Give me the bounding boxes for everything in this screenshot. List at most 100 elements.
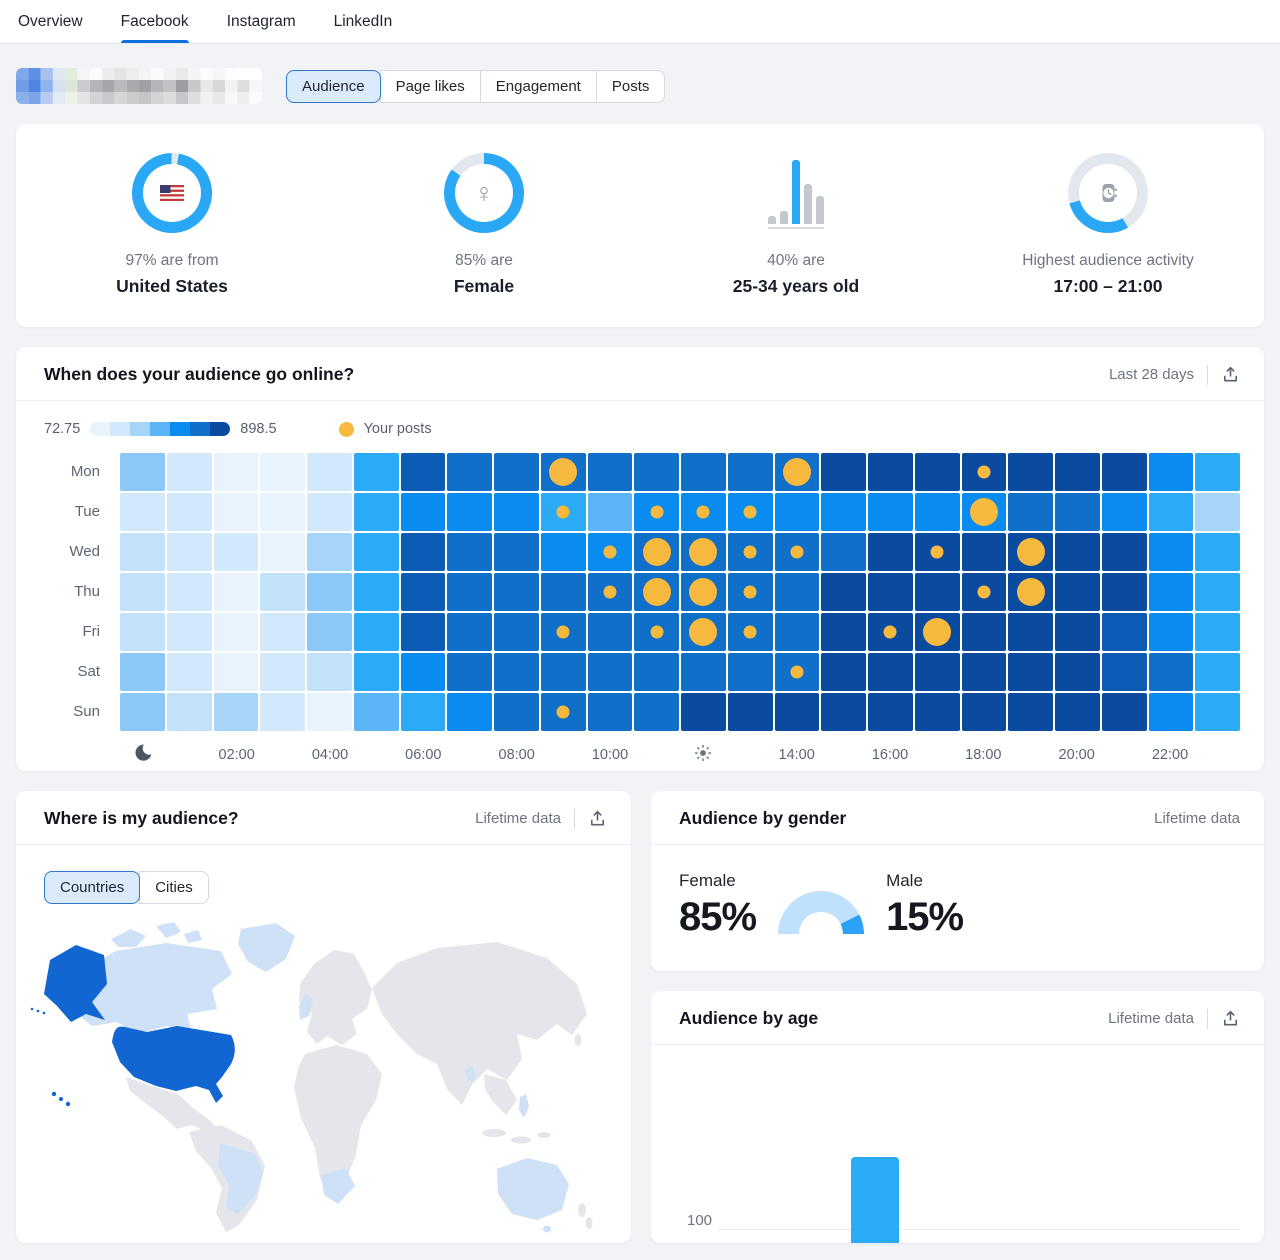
heatmap-cell-mon-14h	[774, 453, 820, 491]
heatmap-cell-wed-09h	[540, 533, 586, 571]
gender-donut-chart: ♀	[444, 153, 524, 233]
tab-posts[interactable]: Posts	[595, 69, 666, 103]
map-usa	[112, 1026, 235, 1103]
map-alaska	[44, 945, 107, 1022]
heatmap-cell-thu-22h	[1148, 573, 1194, 611]
female-symbol-icon: ♀	[473, 177, 495, 208]
heatmap-cell-fri-04h	[307, 613, 352, 651]
heatmap-cell-fri-19h	[1008, 613, 1053, 651]
heatmap-cell-sat-01h	[166, 653, 212, 691]
heatmap-cell-sat-04h	[307, 653, 352, 691]
heatmap-cell-sun-06h	[400, 693, 446, 731]
heatmap-cell-mon-06h	[400, 453, 446, 491]
heatmap-cell-tue-14h	[774, 493, 820, 531]
heatmap-cell-tue-13h	[727, 493, 773, 531]
heatmap-row-label-fri: Fri	[82, 623, 101, 640]
heatmap-row-label-sun: Sun	[73, 703, 100, 720]
your-post-dot	[782, 458, 811, 486]
heatmap-cell-wed-19h	[1008, 533, 1053, 571]
heatmap-cell-mon-16h	[868, 453, 913, 491]
heatmap-cell-thu-06h	[400, 573, 446, 611]
heatmap-cell-sun-00h	[120, 693, 165, 731]
heatmap-cell-fri-09h	[540, 613, 586, 651]
nav-tab-facebook[interactable]: Facebook	[120, 0, 189, 43]
map-se-asia	[484, 1074, 517, 1115]
stat-caption: 85% are	[455, 252, 513, 269]
gridline-100	[718, 1229, 1240, 1230]
legend-min: 72.75	[44, 421, 81, 437]
tab-audience[interactable]: Audience	[286, 69, 381, 103]
heatmap-cell-tue-11h	[634, 493, 679, 531]
your-post-dot	[642, 578, 671, 606]
heatmap-cell-wed-11h	[634, 533, 679, 571]
heatmap-cell-sat-15h	[821, 653, 866, 691]
your-posts-label: Your posts	[363, 421, 432, 437]
heatmap-cell-tue-02h	[213, 493, 259, 531]
stat-activity: Highest audience activity 17:00 – 21:00	[952, 150, 1264, 297]
your-post-dot	[883, 625, 897, 639]
heatmap-cell-fri-10h	[587, 613, 633, 651]
map-europe	[299, 950, 372, 1045]
heatmap-cell-thu-12h	[681, 573, 726, 611]
heatmap-cell-sat-08h	[494, 653, 539, 691]
heatmap-cell-mon-13h	[727, 453, 773, 491]
tab-page-likes[interactable]: Page likes	[379, 69, 481, 103]
heatmap-cell-thu-02h	[213, 573, 259, 611]
heatmap-cell-tue-00h	[120, 493, 165, 531]
audience-location-card: Where is my audience? Lifetime data Coun…	[16, 791, 631, 1243]
toggle-countries[interactable]: Countries	[44, 871, 141, 904]
facebook-section-tabs: Audience Page likes Engagement Posts	[286, 69, 666, 103]
heatmap-cell-wed-14h	[774, 533, 820, 571]
card-title: Audience by gender	[679, 808, 847, 828]
world-map	[30, 922, 593, 1233]
heatmap-cell-mon-19h	[1008, 453, 1053, 491]
toggle-cities[interactable]: Cities	[139, 871, 209, 904]
export-icon[interactable]	[1221, 365, 1240, 384]
date-range-label: Last 28 days	[1108, 366, 1194, 383]
heatmap-cell-tue-15h	[821, 493, 866, 531]
heatmap-cell-fri-17h	[914, 613, 960, 651]
x-axis-label-20:00: 20:00	[1058, 747, 1095, 763]
heatmap-cell-tue-06h	[400, 493, 446, 531]
heatmap-cell-thu-11h	[634, 573, 679, 611]
top-navigation: Overview Facebook Instagram LinkedIn	[0, 0, 1280, 44]
tab-engagement[interactable]: Engagement	[479, 69, 597, 103]
heatmap-cell-fri-03h	[260, 613, 305, 651]
your-post-dot	[642, 538, 671, 566]
heatmap-row-label-wed: Wed	[69, 543, 100, 560]
heatmap-cell-sun-11h	[634, 693, 679, 731]
heatmap-cell-sat-19h	[1008, 653, 1053, 691]
heatmap-cell-mon-21h	[1101, 453, 1147, 491]
heatmap-cell-sun-16h	[868, 693, 913, 731]
export-icon[interactable]	[1221, 1009, 1240, 1028]
heatmap-cell-sun-10h	[587, 693, 633, 731]
heatmap-cell-sun-22h	[1148, 693, 1194, 731]
audience-summary-card: 97% are from United States ♀ 85% are Fem…	[16, 124, 1264, 327]
heatmap-cell-mon-15h	[821, 453, 866, 491]
heatmap-cell-fri-16h	[868, 613, 913, 651]
your-post-dot	[650, 625, 664, 639]
heatmap-cell-fri-00h	[120, 613, 165, 651]
map-south-africa	[321, 1168, 355, 1204]
export-icon[interactable]	[588, 809, 607, 828]
your-post-dot	[743, 505, 757, 519]
heatmap-cell-thu-21h	[1101, 573, 1147, 611]
nav-tab-overview[interactable]: Overview	[18, 12, 83, 30]
heatmap-cell-wed-15h	[821, 533, 866, 571]
your-post-dot	[1016, 578, 1045, 606]
heatmap-cell-sun-09h	[540, 693, 586, 731]
your-post-dot	[689, 578, 718, 606]
age-bar-chart: 100	[651, 1045, 1264, 1243]
nav-tab-instagram[interactable]: Instagram	[226, 12, 296, 30]
heatmap-grid	[120, 453, 1240, 731]
heatmap-cell-sat-21h	[1101, 653, 1147, 691]
heatmap-cell-wed-03h	[260, 533, 305, 571]
heatmap-cell-wed-01h	[166, 533, 212, 571]
map-brazil	[218, 1143, 263, 1214]
heatmap-cell-sat-11h	[634, 653, 679, 691]
heatmap-cell-fri-14h	[774, 613, 820, 651]
your-post-dot	[930, 545, 944, 559]
heatmap-cell-sun-13h	[727, 693, 773, 731]
moon-icon	[133, 743, 153, 763]
nav-tab-linkedin[interactable]: LinkedIn	[333, 12, 393, 30]
